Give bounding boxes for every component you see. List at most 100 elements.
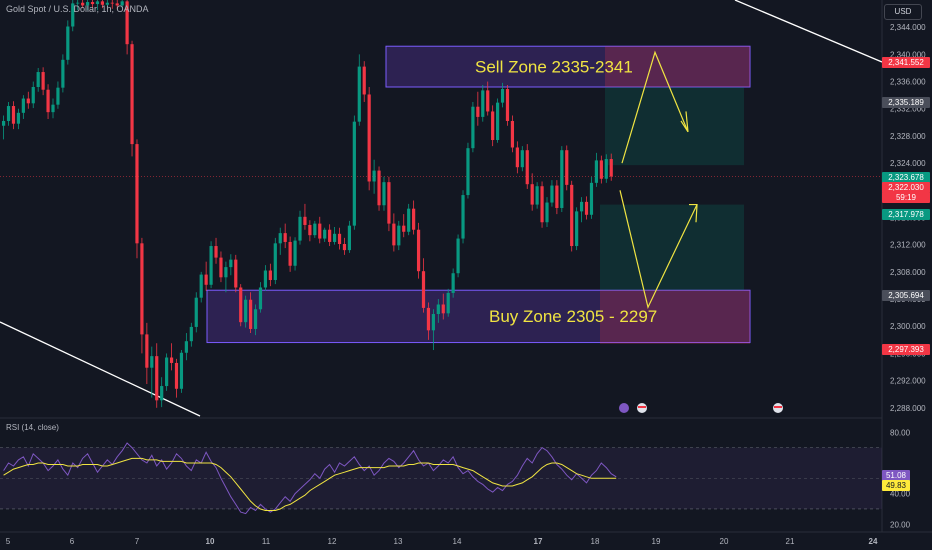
candle-body bbox=[525, 150, 529, 185]
candle-body bbox=[496, 102, 500, 141]
candle-body bbox=[377, 170, 381, 206]
candle-body bbox=[224, 267, 228, 278]
candle-body bbox=[293, 240, 297, 266]
price-tag: 59:19 bbox=[882, 192, 930, 203]
candle-body bbox=[278, 233, 282, 244]
time-tick-label: 18 bbox=[591, 537, 600, 546]
candle-body bbox=[565, 150, 569, 185]
candle-body bbox=[249, 299, 253, 329]
candle-body bbox=[545, 202, 549, 223]
candle-body bbox=[584, 201, 589, 215]
currency-selector[interactable]: USD bbox=[884, 4, 922, 20]
candle-body bbox=[387, 182, 391, 224]
price-tag: 2,317.978 bbox=[882, 209, 930, 220]
candle-body bbox=[56, 87, 60, 105]
candle-body bbox=[332, 233, 337, 242]
candle-body bbox=[61, 59, 65, 88]
candle-body bbox=[283, 233, 287, 242]
candle-body bbox=[337, 233, 342, 245]
candle-body bbox=[426, 307, 431, 331]
rsi-tick-label: 20.00 bbox=[890, 520, 911, 529]
candle-body bbox=[535, 186, 539, 205]
candle-body bbox=[81, 2, 85, 6]
candle-body bbox=[313, 223, 317, 236]
candle-body bbox=[6, 106, 11, 121]
candle-body bbox=[481, 90, 485, 117]
candle-body bbox=[594, 160, 598, 183]
candle-body bbox=[130, 44, 134, 145]
candle-body bbox=[308, 224, 312, 236]
candle-body bbox=[268, 270, 272, 281]
candle-body bbox=[466, 148, 470, 196]
price-tag: 2,322.030 bbox=[882, 182, 930, 193]
rsi-ma-line bbox=[3, 457, 617, 511]
candle-body bbox=[599, 160, 603, 179]
buy-zone-box bbox=[206, 289, 751, 344]
time-tick-label: 24 bbox=[869, 537, 878, 546]
candle-body bbox=[461, 195, 465, 239]
rsi-line bbox=[3, 442, 617, 515]
candle-body bbox=[471, 106, 475, 149]
candle-body bbox=[194, 297, 198, 327]
candle-body bbox=[323, 229, 327, 239]
candle-body bbox=[135, 144, 139, 244]
candle-body bbox=[76, 2, 80, 4]
candle-body bbox=[407, 208, 411, 232]
candle-body bbox=[263, 270, 268, 288]
price-tick-label: 2,340.000 bbox=[890, 50, 926, 59]
candle-body bbox=[41, 72, 45, 90]
price-tag: 2,305.694 bbox=[882, 290, 930, 301]
price-tag: 2,335.189 bbox=[882, 97, 930, 108]
candle-body bbox=[328, 229, 332, 242]
candle-body bbox=[560, 150, 564, 208]
candle-body bbox=[550, 185, 554, 203]
candle-body bbox=[357, 66, 361, 122]
buy-arrow-head bbox=[689, 203, 698, 223]
candle-body bbox=[500, 89, 505, 103]
candle-body bbox=[115, 3, 119, 6]
candle-body bbox=[431, 314, 435, 331]
price-tick-label: 2,308.000 bbox=[890, 268, 926, 277]
trend-line-lower bbox=[0, 321, 201, 417]
sell-arrow-head bbox=[680, 111, 689, 133]
candle-body bbox=[125, 1, 129, 45]
candle-body bbox=[140, 243, 144, 335]
candle-body bbox=[402, 225, 406, 232]
candle-body bbox=[253, 309, 258, 329]
time-tick-label: 13 bbox=[394, 537, 403, 546]
candle-body bbox=[446, 292, 450, 314]
candle-body bbox=[436, 304, 440, 315]
candle-body bbox=[491, 111, 495, 141]
candle-body bbox=[31, 86, 35, 104]
candle-body bbox=[184, 341, 188, 353]
candle-body bbox=[95, 1, 100, 5]
short-stop-box bbox=[605, 46, 750, 87]
candle-body bbox=[540, 186, 544, 223]
candle-body bbox=[11, 106, 16, 124]
candle-body bbox=[530, 184, 534, 205]
candle-body bbox=[520, 150, 524, 168]
candle-body bbox=[288, 241, 292, 266]
time-tick-label: 12 bbox=[328, 537, 337, 546]
candle-body bbox=[110, 2, 114, 4]
candle-body bbox=[451, 273, 455, 293]
event-marker-icon bbox=[619, 403, 629, 413]
price-tick-label: 2,312.000 bbox=[890, 241, 926, 250]
time-tick-label: 10 bbox=[206, 537, 215, 546]
candle-body bbox=[367, 94, 371, 182]
price-tick-label: 2,300.000 bbox=[890, 322, 926, 331]
candle-body bbox=[46, 89, 50, 113]
candle-body bbox=[303, 216, 307, 225]
price-tick-label: 2,332.000 bbox=[890, 105, 926, 114]
time-tick-label: 11 bbox=[262, 537, 271, 546]
rsi-tick-label: 40.00 bbox=[890, 490, 911, 499]
candle-body bbox=[155, 356, 159, 401]
price-tag: 2,341.552 bbox=[882, 57, 930, 68]
sell-zone-label: Sell Zone 2335-2341 bbox=[475, 58, 633, 77]
candle-body bbox=[397, 225, 401, 246]
candle-body bbox=[352, 121, 356, 226]
candle-body bbox=[90, 2, 95, 5]
candle-body bbox=[421, 271, 426, 308]
